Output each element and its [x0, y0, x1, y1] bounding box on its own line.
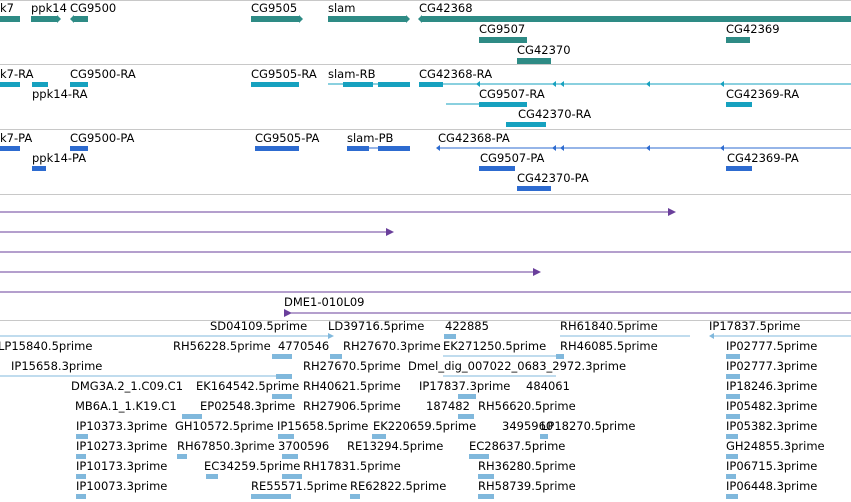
est-label[interactable]: 422885: [445, 319, 489, 333]
est-label[interactable]: DMG3A.2_1.C09.C1: [71, 379, 184, 393]
est-label[interactable]: 187482: [426, 399, 470, 413]
est-label[interactable]: IP10273.3prime: [76, 439, 168, 453]
est-label[interactable]: RH27670.3prime: [343, 339, 441, 353]
gene-label[interactable]: CG42368: [419, 1, 473, 15]
est-label[interactable]: RH56620.5prime: [478, 399, 576, 413]
est-label[interactable]: IP10073.3prime: [76, 479, 168, 493]
est-features[interactable]: [0, 333, 851, 499]
est-label[interactable]: RE62822.5prime: [350, 479, 447, 493]
est-label[interactable]: LD39716.5prime: [328, 319, 425, 333]
est-label[interactable]: EK271250.5prime: [443, 339, 547, 353]
transcript-label[interactable]: CG42368-RA: [419, 67, 493, 81]
track-separator: [0, 0, 851, 1]
protein-label[interactable]: CG9505-PA: [255, 131, 320, 145]
protein-label[interactable]: k7-PA: [0, 131, 33, 145]
est-label[interactable]: IP06448.3prime: [726, 479, 818, 493]
gene-label[interactable]: CG42370: [517, 43, 571, 57]
est-label[interactable]: EK220659.5prime: [373, 419, 477, 433]
est-label[interactable]: IP17837.3prime: [419, 379, 511, 393]
transcript-label[interactable]: ppk14-RA: [32, 87, 88, 101]
track-separator: [0, 194, 851, 195]
est-label[interactable]: IP06715.3prime: [726, 459, 818, 473]
est-label[interactable]: IP02777.5prime: [726, 339, 818, 353]
transcript-label[interactable]: k7-RA: [0, 67, 34, 81]
est-label[interactable]: IP10173.3prime: [76, 459, 168, 473]
transcript-label[interactable]: slam-RB: [328, 67, 376, 81]
est-label[interactable]: MB6A.1_1.K19.C1: [75, 399, 177, 413]
gene-label[interactable]: k7: [0, 1, 14, 15]
est-label[interactable]: RH36280.5prime: [478, 459, 576, 473]
est-label[interactable]: RH56228.5prime: [173, 339, 271, 353]
est-label[interactable]: IP15658.5prime: [277, 419, 369, 433]
gene-label[interactable]: CG9507: [479, 22, 526, 36]
protein-label[interactable]: ppk14-PA: [32, 151, 87, 165]
est-label[interactable]: GH24855.3prime: [726, 439, 825, 453]
est-label[interactable]: Dmel_dig_007022_0683_2972.3prime: [408, 359, 627, 373]
est-label[interactable]: IP05382.3prime: [726, 419, 818, 433]
est-label[interactable]: RE13294.5prime: [347, 439, 444, 453]
protein-label[interactable]: CG42370-PA: [517, 171, 589, 185]
est-label[interactable]: 484061: [526, 379, 570, 393]
est-label[interactable]: RH40621.5prime: [303, 379, 401, 393]
est-label[interactable]: IP05482.3prime: [726, 399, 818, 413]
protein-label[interactable]: CG42368-PA: [438, 131, 510, 145]
est-label[interactable]: 3495960: [502, 419, 554, 433]
est-label[interactable]: EC34259.5prime: [204, 459, 301, 473]
est-label[interactable]: IP18246.3prime: [726, 379, 818, 393]
est-label[interactable]: RH67850.3prime: [177, 439, 275, 453]
est-label[interactable]: EK164542.5prime: [196, 379, 300, 393]
est-label[interactable]: RH27906.5prime: [303, 399, 401, 413]
transcript-features[interactable]: [0, 81, 851, 127]
protein-label[interactable]: CG9507-PA: [480, 151, 545, 165]
est-label[interactable]: RH46085.5prime: [560, 339, 658, 353]
aligned-clones[interactable]: [0, 208, 851, 317]
est-label[interactable]: RH58739.5prime: [478, 479, 576, 493]
track-separator: [0, 320, 851, 321]
est-label[interactable]: SD04109.5prime: [210, 319, 308, 333]
clone-label[interactable]: DME1-010L09: [284, 295, 365, 309]
protein-features[interactable]: [0, 145, 851, 191]
gene-label[interactable]: CG9505: [251, 1, 298, 15]
est-label[interactable]: RH61840.5prime: [560, 319, 658, 333]
transcript-label[interactable]: CG42370-RA: [518, 107, 592, 121]
est-label[interactable]: EC28637.5prime: [469, 439, 566, 453]
est-label[interactable]: RE55571.5prime: [251, 479, 348, 493]
est-label[interactable]: 3700596: [278, 439, 330, 453]
est-label[interactable]: IP17837.5prime: [709, 319, 801, 333]
gene-features[interactable]: [0, 15, 851, 64]
est-label[interactable]: RH27670.5prime: [303, 359, 401, 373]
protein-label[interactable]: CG42369-PA: [727, 151, 799, 165]
est-label[interactable]: LP15840.5prime: [0, 339, 93, 353]
protein-label[interactable]: slam-PB: [347, 131, 394, 145]
est-label[interactable]: IP02777.3prime: [726, 359, 818, 373]
est-label[interactable]: 4770546: [278, 339, 330, 353]
est-label[interactable]: IP10373.3prime: [76, 419, 168, 433]
est-label[interactable]: IP15658.3prime: [11, 359, 103, 373]
gene-label[interactable]: CG42369: [726, 22, 780, 36]
transcript-label[interactable]: CG9500-RA: [70, 67, 136, 81]
gene-label[interactable]: CG9500: [70, 1, 117, 15]
est-label[interactable]: GH10572.5prime: [175, 419, 274, 433]
transcript-label[interactable]: CG9505-RA: [251, 67, 317, 81]
protein-label[interactable]: CG9500-PA: [70, 131, 135, 145]
track-separator: [0, 129, 851, 130]
est-label[interactable]: RH17831.5prime: [303, 459, 401, 473]
gene-label[interactable]: slam: [328, 1, 356, 15]
est-label[interactable]: EP02548.3prime: [200, 399, 296, 413]
gene-label[interactable]: ppk14: [31, 1, 67, 15]
transcript-label[interactable]: CG9507-RA: [479, 87, 545, 101]
track-separator: [0, 64, 851, 65]
est-label[interactable]: LP18270.5prime: [541, 419, 636, 433]
transcript-label[interactable]: CG42369-RA: [726, 87, 800, 101]
